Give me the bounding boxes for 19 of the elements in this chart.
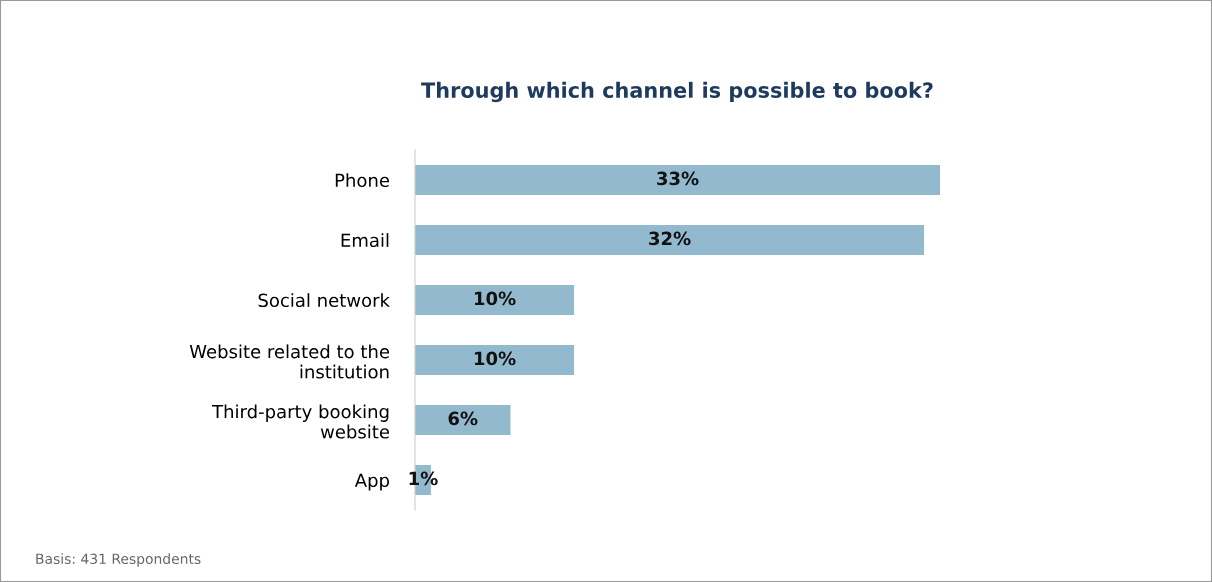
data-label: 33% xyxy=(657,171,699,186)
text: Basis: 431 Respondents xyxy=(36,553,201,567)
data-label: 10% xyxy=(474,291,516,306)
bar xyxy=(415,165,940,195)
chart-title: Through which channel is possible to book? xyxy=(421,81,933,103)
y-tick-label: Phone xyxy=(335,173,390,188)
y-tick-label: App xyxy=(354,473,390,491)
data-label: 32% xyxy=(649,231,691,246)
bar xyxy=(415,405,511,435)
data-label: 6% xyxy=(448,411,478,426)
y-tick-label: Email xyxy=(341,233,389,248)
bar xyxy=(415,285,575,315)
data-label: 1% xyxy=(409,471,438,486)
y-tick-label: Social network xyxy=(258,293,390,308)
y-tick-label: Website related to the institution xyxy=(189,344,390,379)
y-tick-label: Third-party booking website xyxy=(211,404,390,439)
data-label: 10% xyxy=(474,351,516,366)
bar xyxy=(415,345,575,375)
bar xyxy=(415,225,925,255)
